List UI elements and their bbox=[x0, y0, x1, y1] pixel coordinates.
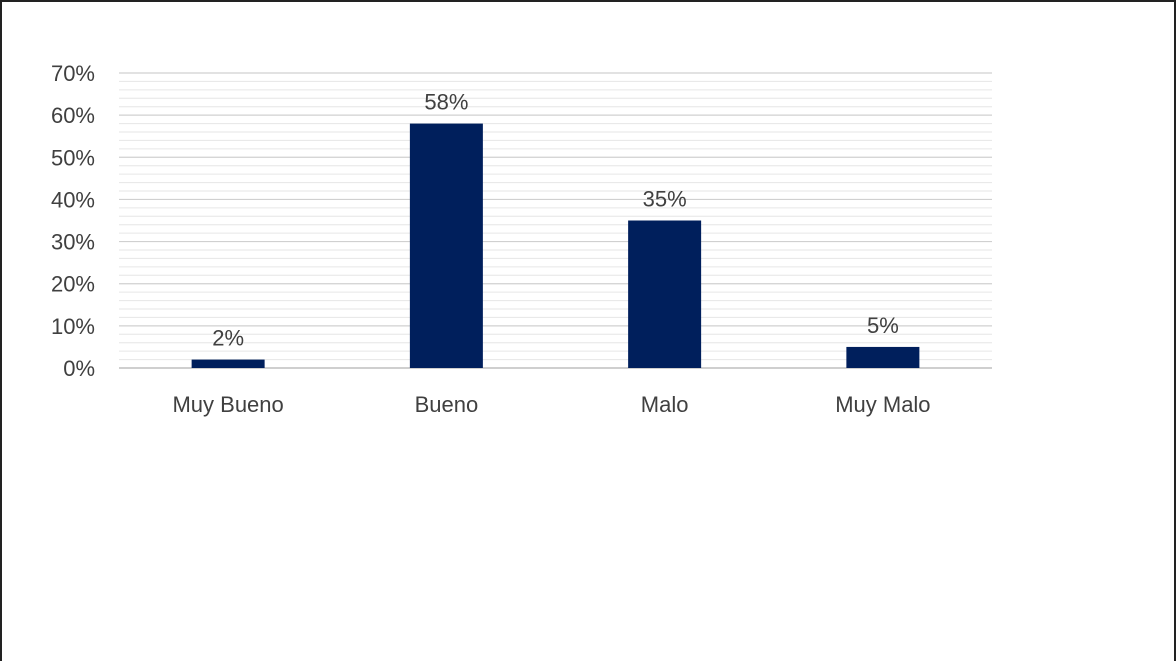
data-label: 5% bbox=[867, 313, 899, 338]
data-label: 58% bbox=[424, 90, 468, 115]
bar bbox=[846, 346, 920, 368]
x-axis: Muy Bueno Bueno Malo Muy Malo bbox=[172, 392, 930, 417]
data-label: 2% bbox=[212, 326, 244, 351]
y-tick-label: 60% bbox=[51, 103, 95, 128]
bar bbox=[191, 359, 265, 368]
bar bbox=[628, 220, 702, 368]
bar bbox=[409, 123, 483, 368]
y-tick-label: 20% bbox=[51, 272, 95, 297]
category-label: Muy Malo bbox=[835, 392, 930, 417]
y-axis: 0% 10% 20% 30% 40% 50% 60% 70% bbox=[51, 61, 95, 381]
grid-lines bbox=[119, 72, 992, 369]
y-tick-label: 0% bbox=[63, 356, 95, 381]
y-tick-label: 40% bbox=[51, 187, 95, 212]
bars: 2% 58% 35% 5% bbox=[191, 90, 920, 368]
category-label: Muy Bueno bbox=[172, 392, 283, 417]
category-label: Bueno bbox=[415, 392, 479, 417]
y-tick-label: 30% bbox=[51, 230, 95, 255]
y-tick-label: 70% bbox=[51, 61, 95, 86]
y-tick-label: 10% bbox=[51, 314, 95, 339]
category-label: Malo bbox=[641, 392, 689, 417]
data-label: 35% bbox=[643, 187, 687, 212]
y-tick-label: 50% bbox=[51, 145, 95, 170]
